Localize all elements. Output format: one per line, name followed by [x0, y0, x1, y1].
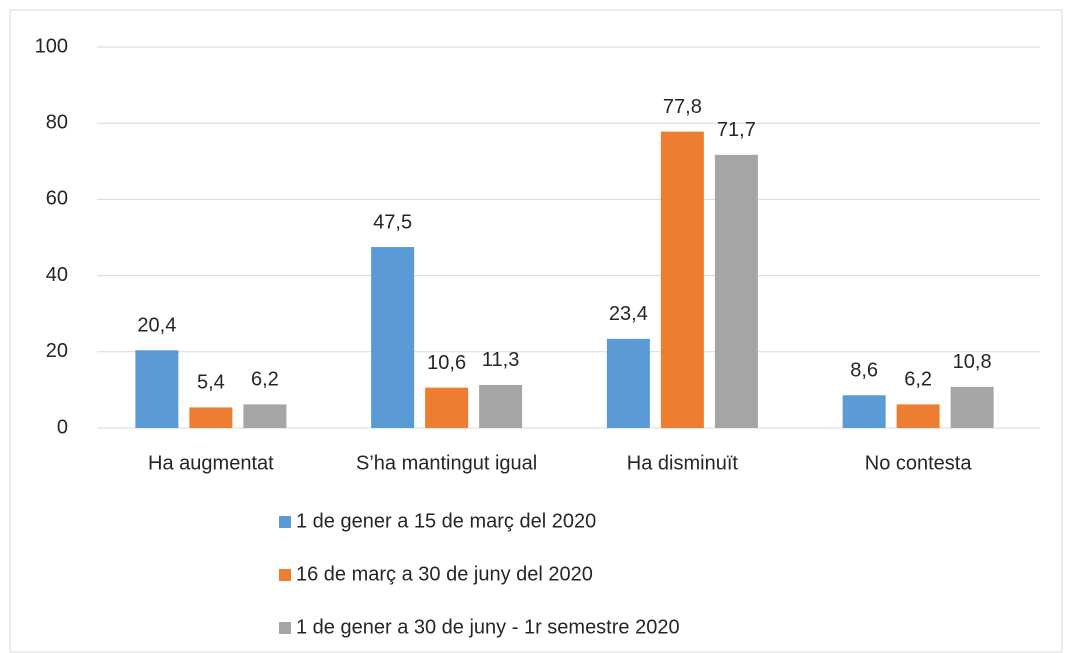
- bar: [243, 404, 287, 428]
- bar: [660, 131, 704, 428]
- y-tick-label: 80: [46, 111, 68, 133]
- value-label: 6,2: [251, 369, 279, 391]
- bar: [606, 338, 650, 428]
- bar: [135, 350, 179, 428]
- legend-swatch: [279, 622, 291, 634]
- value-label: 11,3: [482, 349, 519, 371]
- bar: [842, 395, 886, 428]
- value-label: 20,4: [137, 315, 176, 337]
- x-tick-label: Ha disminuït: [627, 452, 739, 474]
- value-label: 10,6: [427, 352, 466, 374]
- bar: [950, 386, 994, 428]
- value-label: 71,7: [717, 119, 756, 141]
- bar: [896, 404, 940, 428]
- value-label: 77,8: [663, 96, 702, 118]
- y-tick-label: 20: [46, 340, 68, 362]
- value-label: 10,8: [953, 351, 992, 373]
- chart-border: [9, 9, 1063, 653]
- y-tick-label: 40: [46, 264, 68, 286]
- bar: [425, 387, 469, 428]
- y-tick-label: 0: [57, 416, 68, 438]
- x-tick-label: No contesta: [865, 452, 973, 474]
- bar: [714, 154, 758, 428]
- y-tick-label: 60: [46, 188, 68, 210]
- value-label: 6,2: [904, 369, 932, 391]
- y-tick-label: 100: [35, 35, 68, 57]
- legend-label: 16 de març a 30 de juny del 2020: [296, 563, 593, 585]
- bar: [479, 384, 523, 428]
- x-tick-label: S’ha mantingut igual: [356, 452, 537, 474]
- legend-label: 1 de gener a 15 de març del 2020: [296, 510, 596, 532]
- value-label: 8,6: [850, 360, 878, 382]
- value-label: 5,4: [197, 372, 225, 394]
- legend-swatch: [279, 569, 291, 581]
- legend-swatch: [279, 516, 291, 528]
- bar: [371, 247, 415, 428]
- legend-label: 1 de gener a 30 de juny - 1r semestre 20…: [296, 616, 680, 638]
- bar: [189, 407, 233, 428]
- value-label: 23,4: [609, 303, 648, 325]
- value-label: 47,5: [373, 211, 412, 233]
- x-tick-label: Ha augmentat: [148, 452, 274, 474]
